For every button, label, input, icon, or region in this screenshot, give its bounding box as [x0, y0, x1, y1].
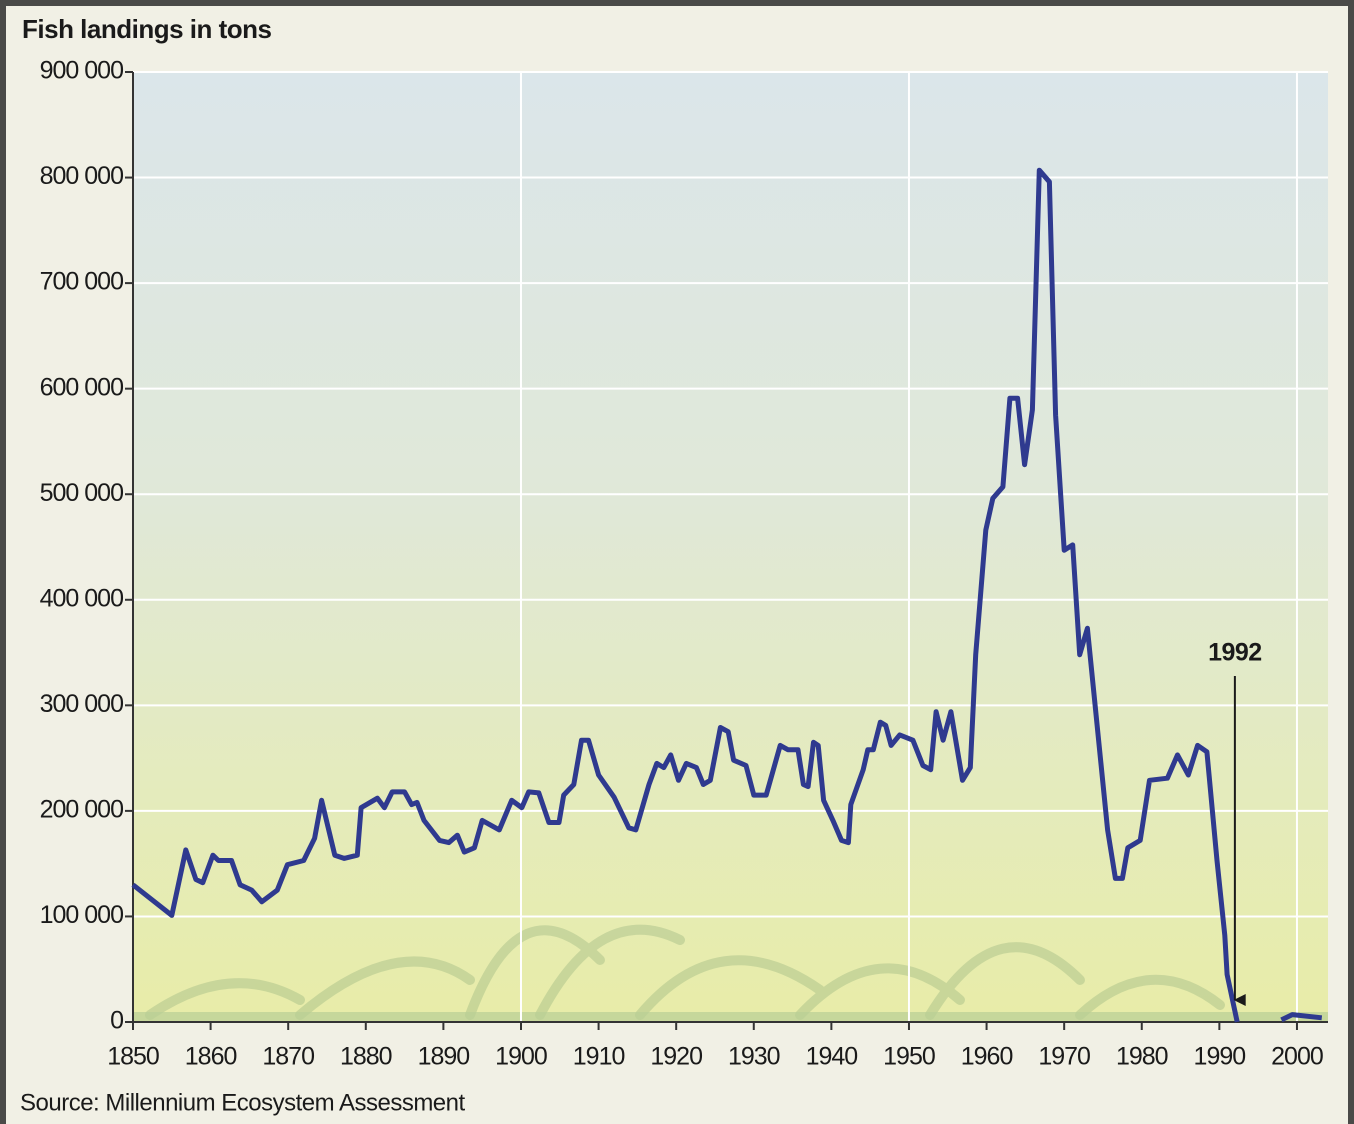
y-tick-label: 500 000: [40, 479, 123, 507]
y-tick-label: 800 000: [40, 162, 123, 190]
y-tick-label: 900 000: [40, 57, 123, 85]
seaweed-decoration: [145, 924, 1225, 1020]
x-tick-label: 1980: [1116, 1043, 1168, 1071]
y-tick-label: 700 000: [40, 268, 123, 296]
x-tick-label: 1900: [495, 1043, 547, 1071]
y-tick-label: 100 000: [40, 901, 123, 929]
x-tick-label: 1940: [806, 1043, 858, 1071]
x-tick-label: 1920: [650, 1043, 702, 1071]
chart-title: Fish landings in tons: [22, 14, 272, 44]
x-tick-label: 1950: [883, 1043, 935, 1071]
x-tick-label: 1990: [1194, 1043, 1246, 1071]
x-tick-label: 1930: [728, 1043, 780, 1071]
annotation-label: 1992: [1208, 639, 1262, 667]
x-tick-label: 2000: [1271, 1043, 1323, 1071]
x-tick-label: 1880: [340, 1043, 392, 1071]
x-tick-label: 1860: [185, 1043, 237, 1071]
ground: [133, 1012, 1328, 1022]
x-tick-label: 1960: [961, 1043, 1013, 1071]
y-tick-label: 0: [110, 1007, 123, 1035]
plot-area: [133, 72, 1328, 1022]
x-tick-label: 1970: [1038, 1043, 1090, 1071]
x-tick-label: 1890: [418, 1043, 470, 1071]
y-tick-label: 400 000: [40, 584, 123, 612]
data-line: [131, 167, 1323, 1023]
source-note: Source: Millennium Ecosystem Assessment: [20, 1089, 466, 1116]
y-tick-label: 200 000: [40, 795, 123, 823]
y-tick-label: 600 000: [40, 373, 123, 401]
x-tick-label: 1910: [573, 1043, 625, 1071]
x-tick-label: 1870: [262, 1043, 314, 1071]
y-tick-label: 300 000: [40, 690, 123, 718]
x-tick-label: 1850: [107, 1043, 159, 1071]
